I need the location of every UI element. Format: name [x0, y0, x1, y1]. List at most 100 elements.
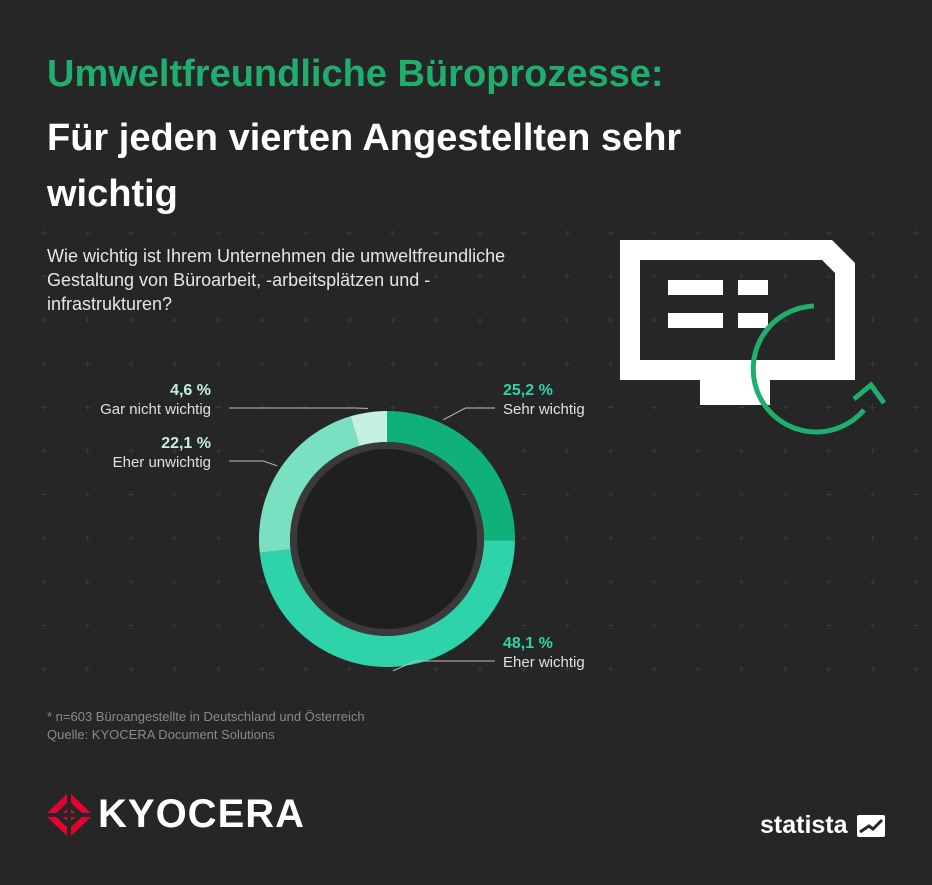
grid-plus: + [128, 618, 135, 632]
grid-plus: + [476, 270, 483, 284]
grid-plus: + [651, 662, 658, 676]
grid-plus: + [258, 357, 265, 371]
grid-plus: + [520, 575, 527, 589]
grid-plus: + [84, 313, 91, 327]
grid-plus: + [651, 575, 658, 589]
grid-plus: + [520, 488, 527, 502]
grid-plus: + [782, 226, 789, 240]
leader-line [393, 660, 495, 672]
title-line-1: Umweltfreundliche Büroprozesse: [47, 53, 664, 95]
grid-plus: + [912, 531, 919, 545]
grid-plus: + [782, 575, 789, 589]
grid-plus: + [215, 400, 222, 414]
grid-plus: + [869, 662, 876, 676]
monitor-refresh-icon [620, 240, 887, 435]
grid-plus: + [520, 444, 527, 458]
grid-plus: + [302, 357, 309, 371]
grid-plus: + [520, 662, 527, 676]
grid-plus: + [128, 313, 135, 327]
grid-plus: + [128, 531, 135, 545]
category-label: Eher unwichtig [113, 454, 211, 471]
grid-plus: + [738, 444, 745, 458]
grid-plus: + [694, 444, 701, 458]
grid-plus: + [258, 575, 265, 589]
grid-plus: + [869, 618, 876, 632]
grid-plus: + [651, 400, 658, 414]
grid-plus: + [825, 226, 832, 240]
grid-plus: + [389, 357, 396, 371]
grid-plus: + [433, 662, 440, 676]
leader-line [229, 460, 278, 467]
grid-plus: + [346, 357, 353, 371]
grid-plus: + [215, 270, 222, 284]
grid-plus: + [84, 400, 91, 414]
grid-plus: + [433, 270, 440, 284]
grid-plus: + [128, 270, 135, 284]
grid-plus: + [869, 226, 876, 240]
grid-plus: + [302, 226, 309, 240]
statista-wordmark: statista [760, 811, 848, 839]
grid-plus: + [302, 662, 309, 676]
statista-logo-icon [857, 815, 885, 837]
grid-plus: + [171, 313, 178, 327]
grid-plus: + [476, 313, 483, 327]
grid-plus: + [738, 488, 745, 502]
grid-plus: + [258, 662, 265, 676]
grid-plus: + [912, 226, 919, 240]
grid-plus: + [84, 662, 91, 676]
grid-plus: + [258, 618, 265, 632]
grid-plus: + [825, 575, 832, 589]
grid-plus: + [782, 444, 789, 458]
grid-plus: + [651, 270, 658, 284]
grid-plus: + [302, 313, 309, 327]
grid-plus: + [476, 662, 483, 676]
grid-plus: + [171, 618, 178, 632]
grid-plus: + [215, 226, 222, 240]
grid-plus: + [607, 270, 614, 284]
leader-line [443, 407, 495, 421]
grid-plus: + [476, 444, 483, 458]
grid-plus: + [171, 444, 178, 458]
grid-plus: + [651, 618, 658, 632]
grid-plus: + [869, 444, 876, 458]
grid-plus: + [869, 357, 876, 371]
source-note: Quelle: KYOCERA Document Solutions [47, 727, 275, 742]
grid-plus: + [520, 270, 527, 284]
grid-plus: + [215, 531, 222, 545]
grid-plus: + [869, 313, 876, 327]
grid-plus: + [607, 313, 614, 327]
grid-plus: + [564, 226, 571, 240]
grid-plus: + [40, 400, 47, 414]
grid-plus: + [171, 662, 178, 676]
grid-plus: + [40, 488, 47, 502]
grid-plus: + [564, 531, 571, 545]
grid-plus: + [912, 270, 919, 284]
title-line-2: Für jeden vierten Angestellten sehr wich… [47, 117, 682, 215]
grid-plus: + [171, 270, 178, 284]
grid-plus: + [40, 662, 47, 676]
grid-plus: + [171, 357, 178, 371]
grid-plus: + [782, 400, 789, 414]
grid-plus: + [825, 400, 832, 414]
grid-plus: + [912, 662, 919, 676]
grid-plus: + [128, 226, 135, 240]
grid-plus: + [694, 270, 701, 284]
grid-plus: + [346, 662, 353, 676]
grid-plus: + [912, 488, 919, 502]
grid-plus: + [520, 226, 527, 240]
grid-plus: + [607, 400, 614, 414]
donut-slice [350, 411, 387, 447]
value-label: 48,1 % [503, 635, 553, 652]
footnote: * n=603 Büroangestellte in Deutschland u… [47, 709, 365, 724]
grid-plus: + [433, 400, 440, 414]
grid-plus: + [476, 226, 483, 240]
grid-plus: + [84, 357, 91, 371]
grid-plus: + [694, 531, 701, 545]
grid-plus: + [40, 618, 47, 632]
grid-plus: + [651, 313, 658, 327]
grid-plus: + [258, 444, 265, 458]
grid-plus: + [128, 488, 135, 502]
grid-plus: + [869, 488, 876, 502]
grid-plus: + [215, 357, 222, 371]
grid-plus: + [171, 488, 178, 502]
